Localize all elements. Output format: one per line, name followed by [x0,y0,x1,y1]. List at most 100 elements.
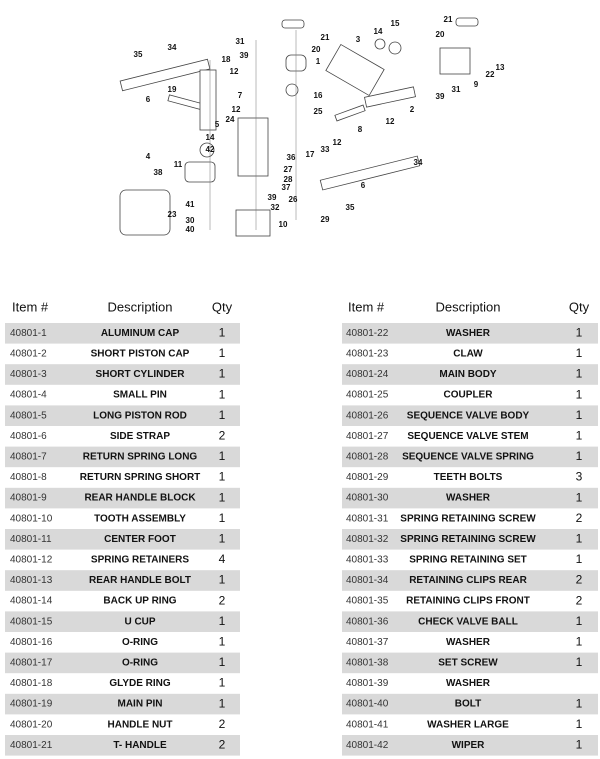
item-number: 40801-39 [346,678,389,689]
quantity: 1 [219,655,226,669]
description: REAR HANDLE BOLT [89,575,191,586]
callout: 42 [206,145,215,154]
description: SPRING RETAINING SCREW [400,534,536,545]
piston-rod [199,69,217,131]
item-number: 40801-35 [346,596,389,607]
row-shade [5,735,240,756]
row-shade [5,364,240,385]
callout: 27 [284,165,293,174]
description: BACK UP RING [103,596,176,607]
row-shade [5,570,240,591]
item-number: 40801-34 [346,575,389,586]
item-number: 40801-17 [10,658,53,669]
item-number: 40801-19 [10,699,53,710]
item-number: 40801-27 [346,431,389,442]
description: REAR HANDLE BLOCK [84,493,196,504]
quantity: 1 [219,325,226,339]
item-number: 40801-15 [10,616,53,627]
description: COUPLER [444,390,494,401]
description: CLAW [453,349,483,360]
row-shade [342,405,598,426]
row-shade [342,652,598,674]
description: GLYDE RING [109,678,171,689]
callout: 36 [287,153,296,162]
callout: 39 [436,92,445,101]
callout: 14 [374,27,383,36]
cylinder [325,43,385,97]
description: MAIN BODY [439,369,497,380]
quantity: 1 [219,676,226,690]
item-number: 40801-13 [10,575,53,586]
description: SET SCREW [438,658,498,669]
item-number: 40801-3 [10,369,47,380]
quantity: 1 [219,408,226,422]
quantity: 1 [576,387,583,401]
callout: 20 [312,45,321,54]
callout: 21 [321,33,330,42]
callout: 18 [222,55,231,64]
description: BOLT [455,699,481,710]
description: U CUP [124,616,155,627]
callout: 35 [346,203,355,212]
description: SEQUENCE VALVE BODY [407,410,530,421]
item-number: 40801-32 [346,534,389,545]
callout: 38 [154,168,163,177]
quantity: 2 [219,428,226,442]
description: WIPER [452,740,486,751]
callouts: 3534619313918127125144224411382341304039… [134,15,505,234]
callout: 16 [314,91,323,100]
row-shade [342,487,598,509]
side-strap [119,58,211,92]
callout: 39 [268,193,277,202]
item-number: 40801-5 [10,410,47,421]
ring [285,83,299,97]
column-header: Description [107,299,172,314]
callout: 10 [279,220,288,229]
callout: 33 [321,145,330,154]
description: LONG PISTON ROD [93,410,187,421]
description: WASHER [446,493,491,504]
quantity: 1 [576,737,583,751]
column-header: Qty [569,299,590,314]
description: SIDE STRAP [110,431,170,442]
quantity: 1 [576,490,583,504]
short-cylinder [364,86,416,108]
item-number: 40801-2 [10,349,47,360]
item-number: 40801-20 [10,719,53,730]
description: SHORT PISTON CAP [91,349,190,360]
callout: 28 [284,175,293,184]
item-number: 40801-28 [346,452,389,463]
description: HANDLE NUT [108,719,173,730]
ring [388,41,402,55]
quantity: 3 [576,470,583,484]
description: SEQUENCE VALVE STEM [407,431,528,442]
callout: 12 [333,138,342,147]
callout: 6 [146,95,151,104]
callout: 11 [174,160,183,169]
callout: 14 [206,133,215,142]
description: MAIN PIN [118,699,163,710]
item-number: 40801-40 [346,699,389,710]
callout: 19 [168,85,177,94]
description: WASHER [446,328,491,339]
item-number: 40801-12 [10,555,53,566]
quantity: 1 [219,490,226,504]
row-shade [342,611,598,632]
callout: 23 [168,210,177,219]
callout: 40 [186,225,195,234]
item-number: 40801-8 [10,472,47,483]
callout: 9 [474,80,479,89]
callout: 37 [282,183,291,192]
item-number: 40801-7 [10,452,47,463]
row-shade [5,323,240,344]
quantity: 1 [576,325,583,339]
item-number: 40801-37 [346,637,389,648]
item-number: 40801-21 [10,740,53,751]
quantity: 1 [219,531,226,545]
quantity: 1 [219,346,226,360]
quantity: 2 [219,593,226,607]
quantity: 2 [219,717,226,731]
item-number: 40801-30 [346,493,389,504]
item-number: 40801-31 [346,513,389,524]
quantity: 1 [219,696,226,710]
